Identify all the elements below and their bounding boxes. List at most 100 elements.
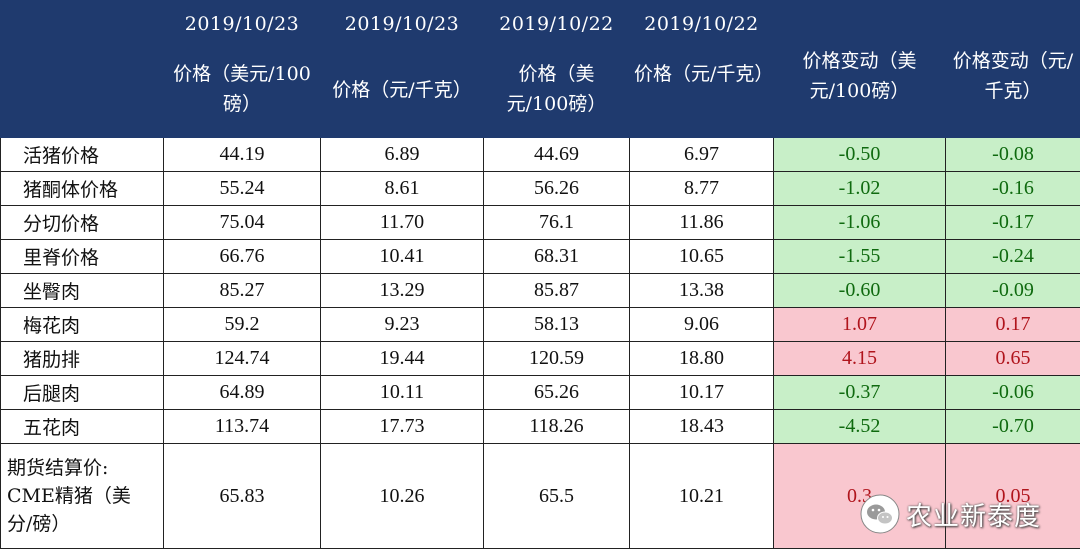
cell-change-usd: 0.3 <box>773 443 946 549</box>
row-name: 分切价格 <box>0 205 164 240</box>
futures-name-line: 分/磅） <box>7 513 71 535</box>
cell-price-usd-1022: 68.31 <box>483 239 630 274</box>
header-col-6: 价格变动（元/千克） <box>945 0 1080 138</box>
cell-price-usd-1023: 59.2 <box>163 307 321 342</box>
wechat-icon <box>860 494 900 534</box>
header-col-5: 价格变动（美元/100磅） <box>773 0 946 138</box>
cell-change-cny: -0.16 <box>945 171 1080 206</box>
header-col-2: 2019/10/23 价格（元/千克） <box>320 0 484 138</box>
header-row: 2019/10/23 价格（美元/100磅） 2019/10/23 价格（元/千… <box>0 0 1080 138</box>
cell-price-usd-1023: 113.74 <box>163 409 321 444</box>
cell-price-usd-1023: 66.76 <box>163 239 321 274</box>
header-label: 价格（美元/100磅） <box>506 63 607 115</box>
header-label: 价格变动（美元/100磅） <box>802 50 917 102</box>
table-row: 坐臀肉 85.27 13.29 85.87 13.38 -0.60 -0.09 <box>0 273 1080 308</box>
table-row: 分切价格 75.04 11.70 76.1 11.86 -1.06 -0.17 <box>0 205 1080 240</box>
row-name: 后腿肉 <box>0 375 164 410</box>
row-name: 猪肋排 <box>0 341 164 376</box>
row-name: 梅花肉 <box>0 307 164 342</box>
header-col-1: 2019/10/23 价格（美元/100磅） <box>163 0 321 138</box>
cell-change-usd: -1.55 <box>773 239 946 274</box>
cell-price-cny-1023: 11.70 <box>320 205 484 240</box>
futures-name-line: 期货结算价: <box>7 457 109 479</box>
cell-change-usd: -0.60 <box>773 273 946 308</box>
cell-price-usd-1022: 56.26 <box>483 171 630 206</box>
futures-name: 期货结算价: CME精猪（美 分/磅） <box>0 443 164 549</box>
cell-price-usd-1022: 58.13 <box>483 307 630 342</box>
cell-price-cny-1023: 10.11 <box>320 375 484 410</box>
cell-change-cny: -0.08 <box>945 137 1080 172</box>
cell-price-usd-1022: 120.59 <box>483 341 630 376</box>
table-row: 后腿肉 64.89 10.11 65.26 10.17 -0.37 -0.06 <box>0 375 1080 410</box>
cell-price-usd-1023: 75.04 <box>163 205 321 240</box>
header-label: 价格变动（元/千克） <box>952 50 1074 102</box>
cell-price-cny-1022: 18.80 <box>629 341 774 376</box>
cell-price-cny-1022: 18.43 <box>629 409 774 444</box>
cell-change-usd: -1.02 <box>773 171 946 206</box>
cell-price-cny-1022: 10.65 <box>629 239 774 274</box>
cell-price-usd-1022: 76.1 <box>483 205 630 240</box>
header-date: 2019/10/23 <box>184 13 300 35</box>
cell-price-cny-1023: 9.23 <box>320 307 484 342</box>
header-date: 2019/10/22 <box>499 13 614 35</box>
cell-change-cny: -0.09 <box>945 273 1080 308</box>
cell-price-cny-1022: 11.86 <box>629 205 774 240</box>
cell-price-usd-1023: 44.19 <box>163 137 321 172</box>
cell-change-cny: -0.70 <box>945 409 1080 444</box>
table-row: 活猪价格 44.19 6.89 44.69 6.97 -0.50 -0.08 <box>0 137 1080 172</box>
table-row: 梅花肉 59.2 9.23 58.13 9.06 1.07 0.17 <box>0 307 1080 342</box>
header-date: 2019/10/23 <box>344 13 460 35</box>
header-blank <box>0 0 164 138</box>
cell-price-cny-1023: 10.26 <box>320 443 484 549</box>
cell-price-usd-1023: 85.27 <box>163 273 321 308</box>
header-date: 2019/10/22 <box>644 13 759 35</box>
cell-price-usd-1022: 65.5 <box>483 443 630 549</box>
cell-change-usd: -4.52 <box>773 409 946 444</box>
table-row: 猪肋排 124.74 19.44 120.59 18.80 4.15 0.65 <box>0 341 1080 376</box>
header-label: 价格（美元/100磅） <box>173 63 311 115</box>
row-name: 活猪价格 <box>0 137 164 172</box>
cell-change-cny: -0.24 <box>945 239 1080 274</box>
cell-price-cny-1022: 10.17 <box>629 375 774 410</box>
cell-price-usd-1023: 65.83 <box>163 443 321 549</box>
cell-change-usd: 4.15 <box>773 341 946 376</box>
cell-price-cny-1023: 13.29 <box>320 273 484 308</box>
row-name: 猪酮体价格 <box>0 171 164 206</box>
cell-price-usd-1023: 124.74 <box>163 341 321 376</box>
cell-price-cny-1022: 13.38 <box>629 273 774 308</box>
cell-price-cny-1023: 19.44 <box>320 341 484 376</box>
cell-price-usd-1022: 118.26 <box>483 409 630 444</box>
cell-change-usd: -1.06 <box>773 205 946 240</box>
futures-row: 期货结算价: CME精猪（美 分/磅） 65.83 10.26 65.5 10.… <box>0 443 1080 549</box>
cell-price-usd-1022: 44.69 <box>483 137 630 172</box>
cell-change-cny: 0.17 <box>945 307 1080 342</box>
header-label: 价格（元/千克） <box>332 79 472 101</box>
watermark: 农业新泰度 <box>860 494 1070 534</box>
watermark-text: 农业新泰度 <box>906 501 1042 532</box>
table-row: 里脊价格 66.76 10.41 68.31 10.65 -1.55 -0.24 <box>0 239 1080 274</box>
cell-price-cny-1023: 6.89 <box>320 137 484 172</box>
cell-price-usd-1023: 55.24 <box>163 171 321 206</box>
table-row: 猪酮体价格 55.24 8.61 56.26 8.77 -1.02 -0.16 <box>0 171 1080 206</box>
cell-price-cny-1022: 10.21 <box>629 443 774 549</box>
cell-price-usd-1022: 65.26 <box>483 375 630 410</box>
cell-price-usd-1022: 85.87 <box>483 273 630 308</box>
row-name: 里脊价格 <box>0 239 164 274</box>
cell-change-usd: -0.50 <box>773 137 946 172</box>
table-row: 五花肉 113.74 17.73 118.26 18.43 -4.52 -0.7… <box>0 409 1080 444</box>
header-label: 价格（元/千克） <box>634 63 774 85</box>
cell-price-cny-1023: 8.61 <box>320 171 484 206</box>
cell-change-cny: 0.65 <box>945 341 1080 376</box>
row-name: 五花肉 <box>0 409 164 444</box>
futures-name-line: CME精猪（美 <box>7 485 131 507</box>
header-col-3: 2019/10/22 价格（美元/100磅） <box>483 0 630 138</box>
cell-change-cny: 0.05 <box>945 443 1080 549</box>
cell-change-usd: 1.07 <box>773 307 946 342</box>
cell-price-cny-1023: 17.73 <box>320 409 484 444</box>
cell-change-cny: -0.06 <box>945 375 1080 410</box>
row-name: 坐臀肉 <box>0 273 164 308</box>
header-col-4: 2019/10/22 价格（元/千克） <box>629 0 774 138</box>
cell-price-cny-1022: 9.06 <box>629 307 774 342</box>
